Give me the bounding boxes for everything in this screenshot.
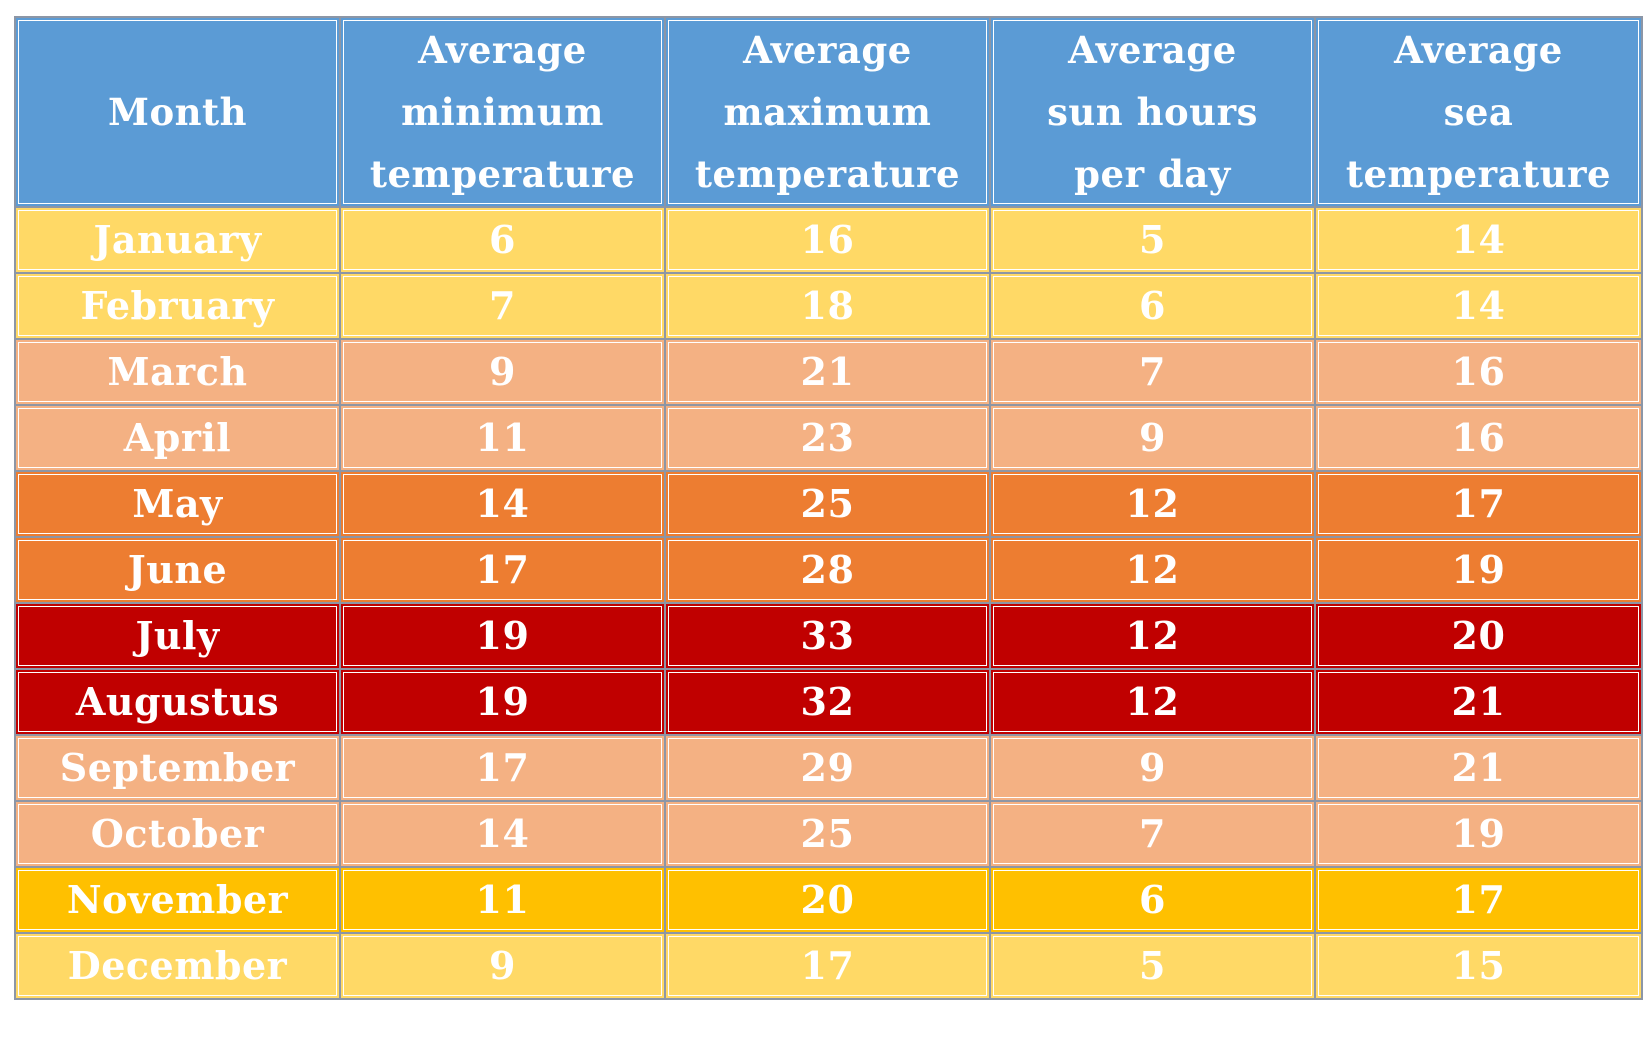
min-temp-cell: 19 bbox=[339, 668, 666, 736]
month-cell: June bbox=[14, 536, 341, 604]
max-temp-cell: 23 bbox=[664, 404, 991, 472]
header-text-line: temperature bbox=[694, 152, 961, 196]
table-row-march: March 9 21 7 16 bbox=[14, 338, 1643, 406]
sea-temp-cell: 14 bbox=[1314, 206, 1643, 274]
min-temp-cell: 9 bbox=[339, 338, 666, 406]
sea-temp-cell: 21 bbox=[1314, 668, 1643, 736]
sun-hours-cell: 12 bbox=[989, 536, 1316, 604]
header-text-line: temperature bbox=[369, 152, 636, 196]
sun-hours-cell: 9 bbox=[989, 404, 1316, 472]
sea-temp-cell: 14 bbox=[1314, 272, 1643, 340]
header-text-line: Average bbox=[1068, 28, 1237, 72]
header-avg-sun-hours: Average sun hours per day bbox=[989, 16, 1316, 208]
max-temp-cell: 33 bbox=[664, 602, 991, 670]
max-temp-cell: 32 bbox=[664, 668, 991, 736]
header-text-line: sea bbox=[1443, 90, 1514, 134]
header-text-line: sun hours bbox=[1047, 90, 1258, 134]
table-row-june: June 17 28 12 19 bbox=[14, 536, 1643, 604]
table-row-december: December 9 17 5 15 bbox=[14, 932, 1643, 1000]
header-avg-sea-temp: Average sea temperature bbox=[1314, 16, 1643, 208]
sea-temp-cell: 19 bbox=[1314, 800, 1643, 868]
header-text-line: Average bbox=[1394, 28, 1563, 72]
sun-hours-cell: 9 bbox=[989, 734, 1316, 802]
sun-hours-cell: 6 bbox=[989, 272, 1316, 340]
month-cell: February bbox=[14, 272, 341, 340]
sun-hours-cell: 12 bbox=[989, 668, 1316, 736]
max-temp-cell: 20 bbox=[664, 866, 991, 934]
min-temp-cell: 17 bbox=[339, 536, 666, 604]
sun-hours-cell: 12 bbox=[989, 470, 1316, 538]
climate-table-container: Month Average minimum temperature Average max… bbox=[14, 16, 1643, 1000]
header-text-line: maximum bbox=[723, 90, 932, 134]
sun-hours-cell: 6 bbox=[989, 866, 1316, 934]
month-cell: Augustus bbox=[14, 668, 341, 736]
table-row-may: May 14 25 12 17 bbox=[14, 470, 1643, 538]
month-cell: May bbox=[14, 470, 341, 538]
sun-hours-cell: 5 bbox=[989, 206, 1316, 274]
table-row-november: November 11 20 6 17 bbox=[14, 866, 1643, 934]
min-temp-cell: 6 bbox=[339, 206, 666, 274]
header-row: Month Average minimum temperature Average max… bbox=[14, 16, 1643, 208]
sun-hours-cell: 12 bbox=[989, 602, 1316, 670]
min-temp-cell: 11 bbox=[339, 866, 666, 934]
header-text-line: temperature bbox=[1345, 152, 1612, 196]
table-body: January 6 16 5 14 February 7 18 6 14 March 9 21 7 16 Ap… bbox=[14, 206, 1643, 1000]
month-cell: November bbox=[14, 866, 341, 934]
month-cell: January bbox=[14, 206, 341, 274]
min-temp-cell: 9 bbox=[339, 932, 666, 1000]
table-row-augustus: Augustus 19 32 12 21 bbox=[14, 668, 1643, 736]
table-row-july: July 19 33 12 20 bbox=[14, 602, 1643, 670]
month-cell: July bbox=[14, 602, 341, 670]
month-cell: March bbox=[14, 338, 341, 406]
min-temp-cell: 11 bbox=[339, 404, 666, 472]
table-row-february: February 7 18 6 14 bbox=[14, 272, 1643, 340]
max-temp-cell: 17 bbox=[664, 932, 991, 1000]
table-row-april: April 11 23 9 16 bbox=[14, 404, 1643, 472]
sea-temp-cell: 21 bbox=[1314, 734, 1643, 802]
sea-temp-cell: 19 bbox=[1314, 536, 1643, 604]
max-temp-cell: 16 bbox=[664, 206, 991, 274]
sun-hours-cell: 7 bbox=[989, 338, 1316, 406]
header-text-line: Average bbox=[743, 28, 912, 72]
max-temp-cell: 18 bbox=[664, 272, 991, 340]
min-temp-cell: 17 bbox=[339, 734, 666, 802]
header-avg-min-temp: Average minimum temperature bbox=[339, 16, 666, 208]
header-text-line: per day bbox=[1074, 152, 1231, 196]
min-temp-cell: 14 bbox=[339, 800, 666, 868]
min-temp-cell: 19 bbox=[339, 602, 666, 670]
sea-temp-cell: 20 bbox=[1314, 602, 1643, 670]
header-text-line: Month bbox=[107, 90, 248, 134]
max-temp-cell: 28 bbox=[664, 536, 991, 604]
sun-hours-cell: 7 bbox=[989, 800, 1316, 868]
sea-temp-cell: 16 bbox=[1314, 338, 1643, 406]
min-temp-cell: 7 bbox=[339, 272, 666, 340]
max-temp-cell: 25 bbox=[664, 470, 991, 538]
table-row-october: October 14 25 7 19 bbox=[14, 800, 1643, 868]
max-temp-cell: 21 bbox=[664, 338, 991, 406]
table-row-september: September 17 29 9 21 bbox=[14, 734, 1643, 802]
sea-temp-cell: 15 bbox=[1314, 932, 1643, 1000]
table-row-january: January 6 16 5 14 bbox=[14, 206, 1643, 274]
sea-temp-cell: 16 bbox=[1314, 404, 1643, 472]
climate-table: Month Average minimum temperature Average max… bbox=[14, 16, 1643, 1000]
header-month: Month bbox=[14, 16, 341, 208]
max-temp-cell: 25 bbox=[664, 800, 991, 868]
header-avg-max-temp: Average maximum temperature bbox=[664, 16, 991, 208]
month-cell: September bbox=[14, 734, 341, 802]
sea-temp-cell: 17 bbox=[1314, 866, 1643, 934]
min-temp-cell: 14 bbox=[339, 470, 666, 538]
month-cell: October bbox=[14, 800, 341, 868]
month-cell: April bbox=[14, 404, 341, 472]
header-text-line: Average bbox=[418, 28, 587, 72]
header-text-line: minimum bbox=[401, 90, 604, 134]
sun-hours-cell: 5 bbox=[989, 932, 1316, 1000]
max-temp-cell: 29 bbox=[664, 734, 991, 802]
month-cell: December bbox=[14, 932, 341, 1000]
sea-temp-cell: 17 bbox=[1314, 470, 1643, 538]
